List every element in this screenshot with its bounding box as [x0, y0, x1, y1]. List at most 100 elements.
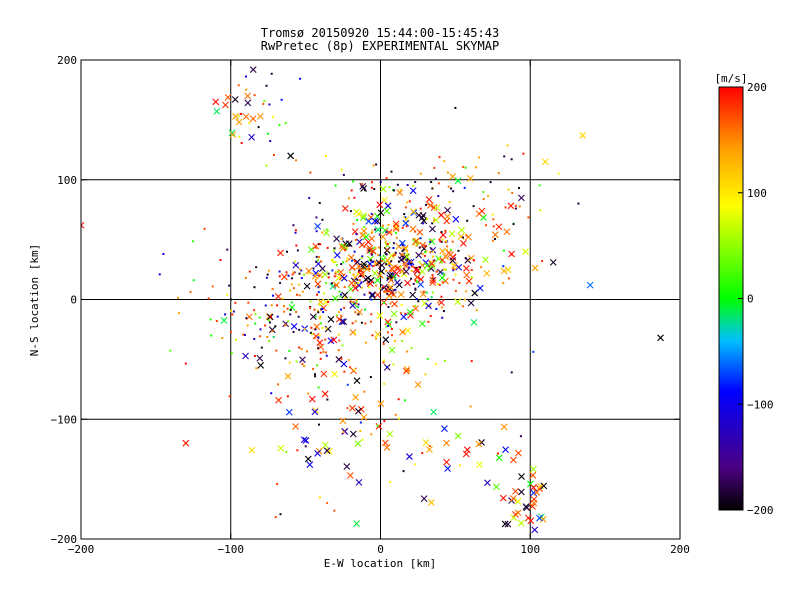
data-point-dot — [245, 317, 248, 320]
data-point-dot — [518, 205, 521, 208]
data-point-cross — [462, 265, 470, 272]
data-point-dot — [394, 253, 397, 256]
data-point-cross — [302, 437, 310, 444]
data-point-cross — [213, 107, 221, 115]
data-point-cross — [414, 381, 422, 389]
data-point-dot — [510, 158, 513, 161]
data-point-cross — [388, 346, 396, 354]
data-point-cross — [268, 326, 276, 334]
data-point-dot — [423, 251, 426, 254]
data-point-cross — [509, 495, 517, 502]
data-point-dot — [424, 244, 427, 247]
data-point-dot — [271, 287, 274, 290]
data-point-dot — [307, 392, 310, 395]
data-point-cross — [495, 223, 503, 231]
data-point-cross — [406, 308, 414, 316]
data-point-dot — [363, 226, 366, 229]
data-point-dot — [240, 142, 243, 145]
data-point-dot — [253, 309, 256, 312]
data-point-dot — [387, 324, 390, 327]
data-point-cross — [231, 96, 239, 103]
data-point-dot — [464, 166, 467, 169]
data-point-dot — [441, 238, 444, 241]
data-point-dot — [322, 311, 325, 314]
data-point-dot — [381, 287, 384, 290]
data-point-dot — [230, 352, 233, 355]
data-point-dot — [356, 278, 359, 281]
data-point-dot — [452, 190, 455, 193]
data-point-dot — [391, 334, 394, 337]
data-point-cross — [371, 217, 379, 225]
data-point-dot — [298, 294, 301, 297]
data-point-dot — [390, 276, 393, 279]
data-point-dot — [364, 322, 367, 325]
data-point-dot — [292, 330, 295, 333]
data-point-dot — [372, 260, 375, 263]
data-point-cross — [470, 318, 478, 326]
data-point-dot — [494, 238, 497, 241]
data-point-dot — [485, 224, 488, 227]
data-point-cross — [421, 300, 429, 307]
data-point-dot — [394, 288, 397, 291]
data-point-cross — [373, 217, 381, 225]
data-point-cross — [249, 66, 257, 73]
data-point-dot — [415, 266, 418, 269]
data-point-dot — [272, 294, 275, 297]
data-point-dot — [414, 230, 417, 233]
data-point-cross — [441, 425, 448, 433]
data-point-dot — [375, 337, 378, 340]
data-point-dot — [319, 322, 322, 325]
data-point-dot — [425, 250, 428, 253]
data-point-dot — [353, 196, 356, 199]
data-point-dot — [439, 240, 442, 243]
data-point-cross — [387, 276, 395, 284]
data-point-dot — [290, 277, 293, 280]
data-point-dot — [299, 268, 302, 271]
data-point-dot — [425, 218, 428, 221]
data-point-dot — [431, 222, 434, 225]
data-point-dot — [392, 254, 395, 257]
data-point-dot — [293, 260, 296, 263]
data-point-dot — [430, 296, 433, 299]
data-point-dot — [354, 281, 357, 284]
data-point-dot — [402, 470, 405, 473]
data-point-dot — [270, 72, 273, 75]
data-point-dot — [463, 298, 466, 301]
data-point-cross — [359, 231, 367, 239]
data-point-dot — [286, 250, 289, 253]
data-point-dot — [209, 318, 212, 321]
data-point-dot — [392, 189, 395, 192]
data-point-dot — [414, 287, 417, 290]
data-point-cross — [454, 432, 462, 440]
data-point-cross — [304, 455, 312, 463]
data-point-dot — [432, 279, 435, 282]
data-point-dot — [279, 281, 282, 284]
data-point-cross — [402, 268, 410, 275]
data-point-dot — [290, 301, 293, 304]
data-point-cross — [530, 484, 537, 491]
data-point-dot — [317, 423, 320, 426]
data-point-dot — [281, 297, 284, 300]
data-point-dot — [412, 282, 415, 285]
data-point-dot — [412, 243, 415, 246]
data-point-dot — [370, 186, 373, 189]
data-point-cross — [449, 257, 457, 264]
data-point-dot — [440, 240, 443, 243]
data-point-dot — [446, 245, 449, 248]
colorbar-label: [m/s] — [714, 72, 747, 85]
data-point-dot — [288, 361, 291, 364]
data-point-dot — [158, 273, 161, 276]
data-point-dot — [492, 218, 495, 221]
data-point-dot — [379, 180, 382, 183]
data-point-dot — [321, 307, 324, 310]
data-point-cross — [500, 423, 508, 431]
data-point-dot — [378, 254, 381, 257]
data-point-dot — [359, 429, 362, 432]
data-point-dot — [363, 234, 366, 237]
data-point-cross — [357, 271, 365, 278]
data-point-cross — [454, 298, 462, 306]
data-point-cross — [386, 430, 394, 438]
data-point-cross — [458, 226, 465, 234]
data-point-cross — [248, 446, 256, 454]
data-point-dot — [303, 328, 306, 331]
